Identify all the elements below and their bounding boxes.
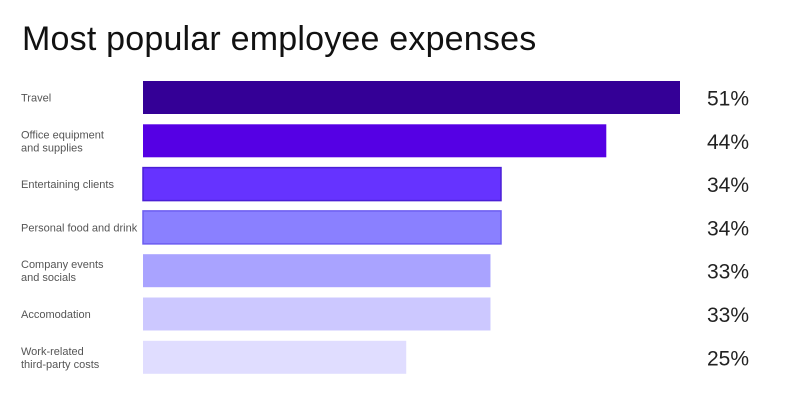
bar-5	[143, 297, 491, 331]
bar-4	[143, 254, 491, 288]
value-label-3: 34%	[707, 217, 749, 240]
category-label-2: Entertaining clients	[21, 179, 114, 191]
category-label-0: Travel	[21, 93, 51, 105]
bar-1	[143, 124, 607, 158]
category-label-4: Company events and socials	[21, 259, 104, 284]
value-label-1: 44%	[707, 131, 749, 154]
bar-0	[143, 81, 680, 114]
category-label-1: Office equipment and supplies	[21, 129, 104, 154]
value-label-5: 33%	[707, 304, 749, 327]
value-label-6: 25%	[707, 347, 749, 370]
bar-2	[142, 166, 502, 202]
bar-3	[142, 210, 502, 245]
chart-title: Most popular employee expenses	[22, 20, 537, 58]
value-label-0: 51%	[707, 88, 749, 111]
bar-6	[143, 340, 407, 374]
category-label-5: Accomodation	[21, 309, 91, 321]
category-label-3: Personal food and drink	[21, 222, 138, 234]
value-label-2: 34%	[707, 174, 749, 197]
value-label-4: 33%	[707, 261, 749, 284]
category-label-6: Work-related third-party costs	[21, 346, 100, 371]
